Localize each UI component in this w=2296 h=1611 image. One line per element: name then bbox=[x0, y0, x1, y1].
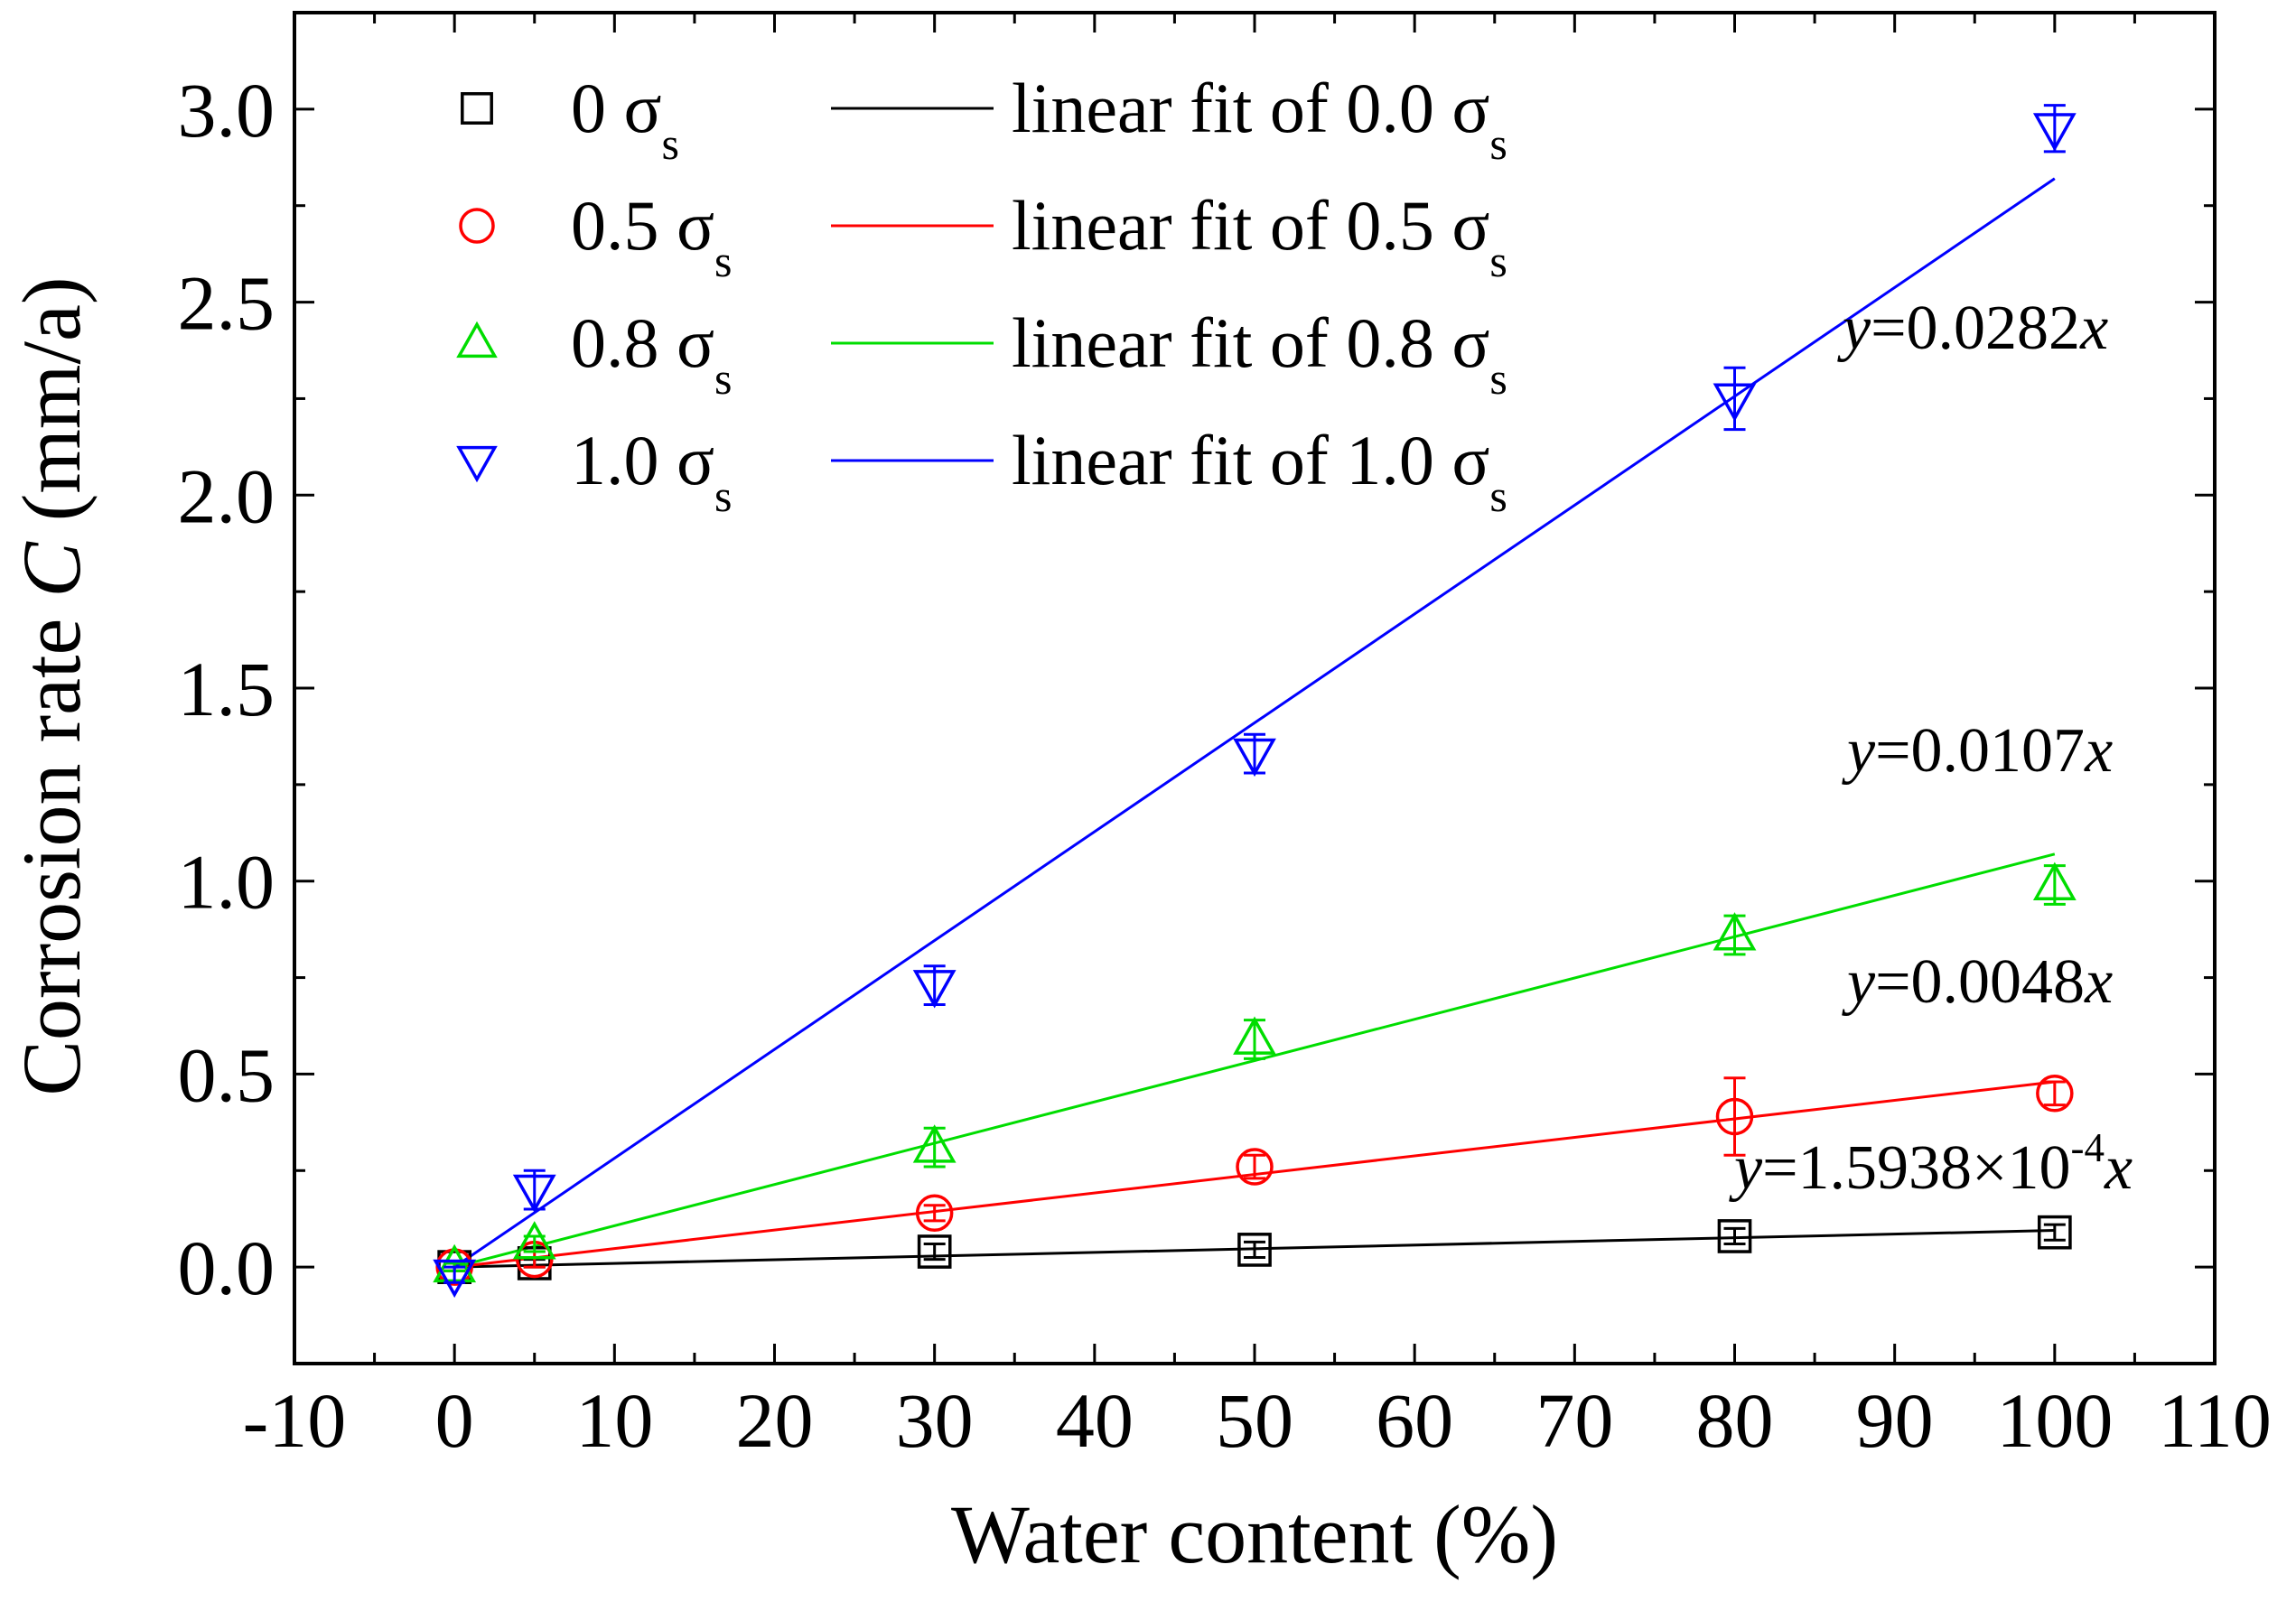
x-tick-label: 80 bbox=[1696, 1377, 1774, 1464]
annotation-fit-0-8-x: x bbox=[2084, 716, 2113, 786]
annotation-fit-0-8: y=0.0107x bbox=[1842, 716, 2113, 786]
y-axis-title-part-1: Corrosion rate bbox=[5, 598, 98, 1096]
marker-triangle-down bbox=[512, 1174, 556, 1214]
x-tick-label: 40 bbox=[1056, 1377, 1134, 1464]
marker-square bbox=[2037, 1215, 2072, 1250]
marker-circle bbox=[459, 208, 495, 244]
y-tick-label: 0.0 bbox=[178, 1225, 275, 1311]
x-tick-label: 30 bbox=[896, 1377, 974, 1464]
legend-label-sub: s bbox=[714, 470, 732, 521]
annotation-fit-0-0-sup: -4 bbox=[2071, 1125, 2105, 1170]
legend-label: 1.0 σs bbox=[571, 421, 733, 521]
tick-labels: -10 0 10 20 30 40 50 60 70 80 90 100 110 0.0 0.5 1.0 1.5… bbox=[178, 67, 2272, 1464]
x-tick-label: 100 bbox=[1996, 1377, 2113, 1464]
legend: 0 σs 0.5 σs 0.8 σs 1.0 σs linear fit of 0.0 … bbox=[456, 69, 1507, 521]
annotation-fit-0-8-eq: =0.0107 bbox=[1875, 716, 2085, 786]
x-tick-label: 110 bbox=[2158, 1377, 2272, 1464]
legend-fit-label: linear fit of 1.0 σs bbox=[1012, 421, 1507, 521]
annotation-fit-0-5: y=0.0048x bbox=[1842, 947, 2113, 1017]
x-tick-label: 90 bbox=[1856, 1377, 1934, 1464]
fit-line bbox=[453, 177, 2056, 1269]
marker-triangle-up bbox=[2032, 861, 2077, 900]
y-axis-title-variable: C bbox=[5, 541, 98, 598]
marker-triangle-up bbox=[1713, 912, 1757, 951]
annotation-fit-0-5-y: y bbox=[1842, 947, 1876, 1017]
marker-circle bbox=[2036, 1075, 2074, 1113]
annotation-fit-0-0: y=1.5938×10-4x bbox=[1729, 1125, 2133, 1203]
marker-square bbox=[1237, 1233, 1272, 1267]
annotation-fit-0-8-y: y bbox=[1842, 716, 1876, 786]
x-axis-title: Water content (%) bbox=[951, 1488, 1558, 1580]
legend-fit-label: linear fit of 0.8 σs bbox=[1012, 303, 1507, 404]
y-tick-label: 2.0 bbox=[178, 452, 275, 539]
y-tick-label: 3.0 bbox=[178, 67, 275, 154]
marker-triangle-down bbox=[2032, 113, 2077, 152]
legend-label: 0.5 σs bbox=[571, 186, 733, 286]
data-points bbox=[433, 104, 2077, 1299]
marker-circle bbox=[915, 1194, 954, 1233]
marker-triangle-down bbox=[1713, 383, 1757, 422]
legend-label-sub: s bbox=[714, 236, 732, 286]
marker-triangle-up bbox=[456, 321, 498, 359]
annotation-fit-1-0-eq: =0.0282 bbox=[1871, 293, 2080, 363]
annotation-fit-1-0: y=0.0282x bbox=[1837, 293, 2108, 363]
annotation-fit-1-0-x: x bbox=[2079, 293, 2108, 363]
marker-square bbox=[461, 92, 493, 125]
y-tick-label: 2.5 bbox=[178, 260, 275, 347]
marker-triangle-up bbox=[912, 1124, 957, 1163]
annotation-fit-0-5-eq: =0.0048 bbox=[1875, 947, 2085, 1017]
fit-line bbox=[453, 852, 2056, 1269]
y-tick-label: 1.0 bbox=[178, 839, 275, 926]
legend-fit-label: linear fit of 0.0 σs bbox=[1012, 69, 1507, 169]
y-tick-label: 0.5 bbox=[178, 1031, 275, 1118]
x-tick-label: 70 bbox=[1535, 1377, 1613, 1464]
legend-label-sub: s bbox=[714, 353, 732, 404]
marker-triangle-down bbox=[1233, 738, 1276, 778]
y-tick-label: 1.5 bbox=[178, 646, 275, 732]
legend-fit-label-sub: s bbox=[1489, 118, 1507, 169]
legend-label: 0.8 σs bbox=[571, 303, 733, 404]
x-tick-label: 50 bbox=[1216, 1377, 1293, 1464]
marker-square bbox=[917, 1234, 952, 1269]
y-axis-title: Corrosion rate C (mm/a) bbox=[5, 276, 98, 1095]
axis-ticks bbox=[293, 11, 2217, 1365]
annotation-fit-1-0-y: y bbox=[1837, 293, 1871, 363]
marker-circle bbox=[1715, 1097, 1754, 1136]
marker-triangle-down bbox=[912, 970, 957, 1009]
annotation-fit-0-0-eq: =1.5938×10 bbox=[1762, 1133, 2070, 1203]
y-axis-title-part-3: (mm/a) bbox=[5, 276, 98, 542]
legend-fit-label-sub: s bbox=[1489, 353, 1507, 404]
legend-fit-label-sub: s bbox=[1489, 236, 1507, 286]
x-tick-label: -10 bbox=[243, 1377, 347, 1464]
x-tick-label: 60 bbox=[1376, 1377, 1453, 1464]
annotation-fit-0-0-y: y bbox=[1729, 1133, 1763, 1203]
legend-label-sub: s bbox=[662, 118, 679, 169]
x-tick-label: 0 bbox=[435, 1377, 474, 1464]
legend-fit-label: linear fit of 0.5 σs bbox=[1012, 186, 1507, 286]
marker-square bbox=[1717, 1219, 1752, 1253]
marker-triangle-down bbox=[433, 1259, 477, 1299]
legend-label: 0 σs bbox=[571, 69, 679, 169]
annotation-fit-0-0-x: x bbox=[2104, 1133, 2133, 1203]
x-tick-label: 20 bbox=[736, 1377, 814, 1464]
marker-triangle-up bbox=[1233, 1016, 1276, 1055]
legend-fit-label-sub: s bbox=[1489, 470, 1507, 521]
marker-triangle-up bbox=[512, 1221, 556, 1260]
annotation-fit-0-5-x: x bbox=[2084, 947, 2113, 1017]
x-tick-label: 10 bbox=[575, 1377, 653, 1464]
marker-circle bbox=[1236, 1148, 1274, 1186]
marker-triangle-down bbox=[456, 445, 498, 483]
